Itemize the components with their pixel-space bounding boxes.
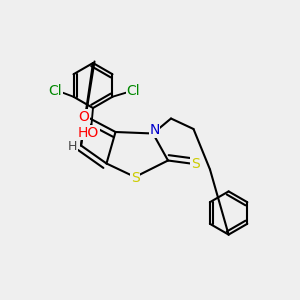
Text: S: S <box>190 157 200 170</box>
Text: S: S <box>130 172 140 185</box>
Text: HO: HO <box>78 126 99 140</box>
Text: Cl: Cl <box>49 84 62 98</box>
Text: Cl: Cl <box>127 84 140 98</box>
Text: H: H <box>68 140 77 154</box>
Text: O: O <box>79 110 89 124</box>
Text: N: N <box>149 124 160 137</box>
